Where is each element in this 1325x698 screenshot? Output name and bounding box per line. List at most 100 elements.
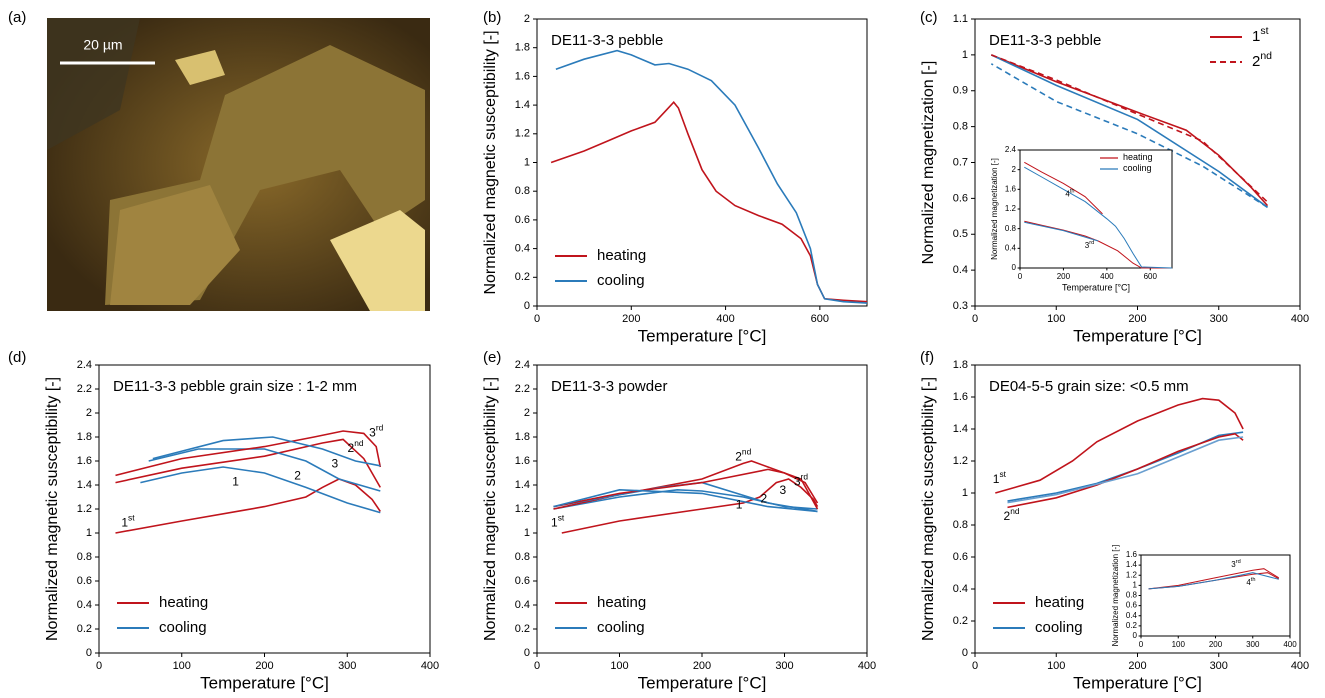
annotation-main: 1: [232, 475, 239, 489]
annotation-main: 4: [1065, 189, 1070, 198]
panel-label: (e): [483, 349, 501, 366]
legend-label: cooling: [159, 619, 207, 636]
y-tick-label: 0.8: [953, 121, 968, 133]
y-axis-label: Normalized magnetic susceptibility [-]: [920, 377, 937, 641]
x-tick-label: 300: [1210, 313, 1228, 325]
x-tick-label: 200: [1057, 272, 1071, 281]
y-tick-label: 0.8: [953, 519, 968, 531]
legend-label-main: heating: [597, 594, 646, 611]
x-tick-label: 300: [775, 660, 793, 672]
y-tick-label: 0.4: [515, 243, 530, 255]
annotation: 1st: [993, 469, 1007, 486]
legend-label-main: 2: [1252, 53, 1260, 70]
legend-label: cooling: [1123, 163, 1152, 173]
legend-label: heating: [597, 247, 646, 264]
y-tick-label: 2: [1012, 165, 1017, 174]
legend-label: heating: [1035, 594, 1084, 611]
y-tick-label: 0.6: [515, 575, 530, 587]
y-tick-label: 0.2: [515, 271, 530, 283]
y-tick-label: 1.1: [953, 13, 968, 25]
y-tick-label: 1.2: [1005, 204, 1017, 213]
plot-frame: [98, 364, 431, 654]
y-tick-label: 1.6: [515, 70, 530, 82]
y-tick-label: 0.8: [1005, 224, 1017, 233]
legend-label-sup: nd: [1260, 50, 1272, 62]
y-tick-label: 0: [524, 300, 530, 312]
annotation-main: 2: [1004, 509, 1011, 523]
annotation: 2: [294, 469, 301, 483]
annotation: 3rd: [794, 472, 808, 489]
legend-label-main: cooling: [597, 272, 645, 289]
y-tick-label: 2.2: [77, 383, 92, 395]
y-axis-label: Normalized magnetic susceptibility [-]: [482, 377, 499, 641]
legend-label: cooling: [597, 272, 645, 289]
x-tick-label: 200: [1128, 660, 1146, 672]
y-tick-label: 0.8: [1126, 591, 1138, 600]
y-tick-label: 1.4: [77, 479, 92, 491]
annotation-main: 3: [369, 426, 376, 440]
y-tick-label: 1.8: [77, 431, 92, 443]
annotation-main: 3: [794, 475, 801, 489]
y-tick-label: 1: [962, 487, 968, 499]
y-tick-label: 1.8: [953, 359, 968, 371]
x-tick-label: 100: [1047, 313, 1065, 325]
data-line: [115, 438, 381, 488]
annotation: 4th: [1246, 577, 1255, 587]
annotation-sup: nd: [354, 438, 364, 448]
y-tick-label: 2.4: [515, 359, 530, 371]
micrograph: 20 µm: [47, 18, 430, 311]
annotation-sup: nd: [1010, 506, 1020, 516]
data-line: [1024, 221, 1099, 242]
y-tick-label: 0: [962, 647, 968, 659]
data-line: [995, 397, 1244, 494]
data-line: [553, 468, 819, 508]
y-tick-label: 1: [524, 527, 530, 539]
panel-label: (c): [920, 9, 938, 26]
data-line: [553, 488, 818, 513]
annotation-sup: rd: [1236, 560, 1241, 566]
y-axis-label: Normalized magnetic susceptibility [-]: [482, 30, 499, 294]
x-tick-label: 200: [622, 313, 640, 325]
annotation: 3: [331, 457, 338, 471]
legend-label: heating: [1123, 152, 1153, 162]
legend-label: 2nd: [1252, 50, 1272, 70]
y-tick-label: 0.4: [1005, 243, 1017, 252]
data-line: [1007, 432, 1244, 509]
x-tick-label: 600: [1144, 272, 1158, 281]
panel-label: (b): [483, 9, 501, 26]
annotation-main: 1: [993, 472, 1000, 486]
annotation-sup: st: [128, 513, 135, 523]
x-tick-label: 0: [1139, 640, 1144, 649]
annotation-main: 3: [1231, 560, 1236, 569]
data-line: [1007, 436, 1244, 504]
y-tick-label: 2: [524, 13, 530, 25]
legend-label: cooling: [597, 619, 645, 636]
annotation-sup: rd: [376, 423, 384, 433]
x-tick-label: 400: [1100, 272, 1114, 281]
y-tick-label: 0.6: [515, 214, 530, 226]
x-tick-label: 400: [716, 313, 734, 325]
y-tick-label: 1: [86, 527, 92, 539]
y-tick-label: 1.4: [515, 479, 530, 491]
y-axis-label: Normalized magnetic susceptibility [-]: [44, 377, 61, 641]
legend-label: cooling: [1035, 619, 1083, 636]
y-tick-label: 0.6: [77, 575, 92, 587]
chart-title: DE11-3-3 pebble: [551, 32, 663, 49]
annotation: 2: [761, 492, 768, 506]
x-tick-label: 200: [693, 660, 711, 672]
panel-label: (a): [8, 9, 26, 26]
annotation-main: 2: [348, 441, 355, 455]
y-tick-label: 2.4: [1005, 145, 1017, 154]
x-tick-label: 100: [610, 660, 628, 672]
x-axis-label: Temperature [°C]: [1062, 282, 1130, 292]
y-tick-label: 2.4: [77, 359, 92, 371]
y-tick-label: 0.4: [515, 599, 530, 611]
legend-label: 1st: [1252, 25, 1269, 45]
x-tick-label: 300: [1246, 640, 1260, 649]
legend-label: heating: [597, 594, 646, 611]
annotation-main: 2: [294, 469, 301, 483]
y-axis-label: Normalized magnetization [-]: [920, 61, 937, 265]
x-tick-label: 0: [534, 313, 540, 325]
y-tick-label: 0: [1012, 263, 1017, 272]
y-tick-label: 0.2: [515, 623, 530, 635]
